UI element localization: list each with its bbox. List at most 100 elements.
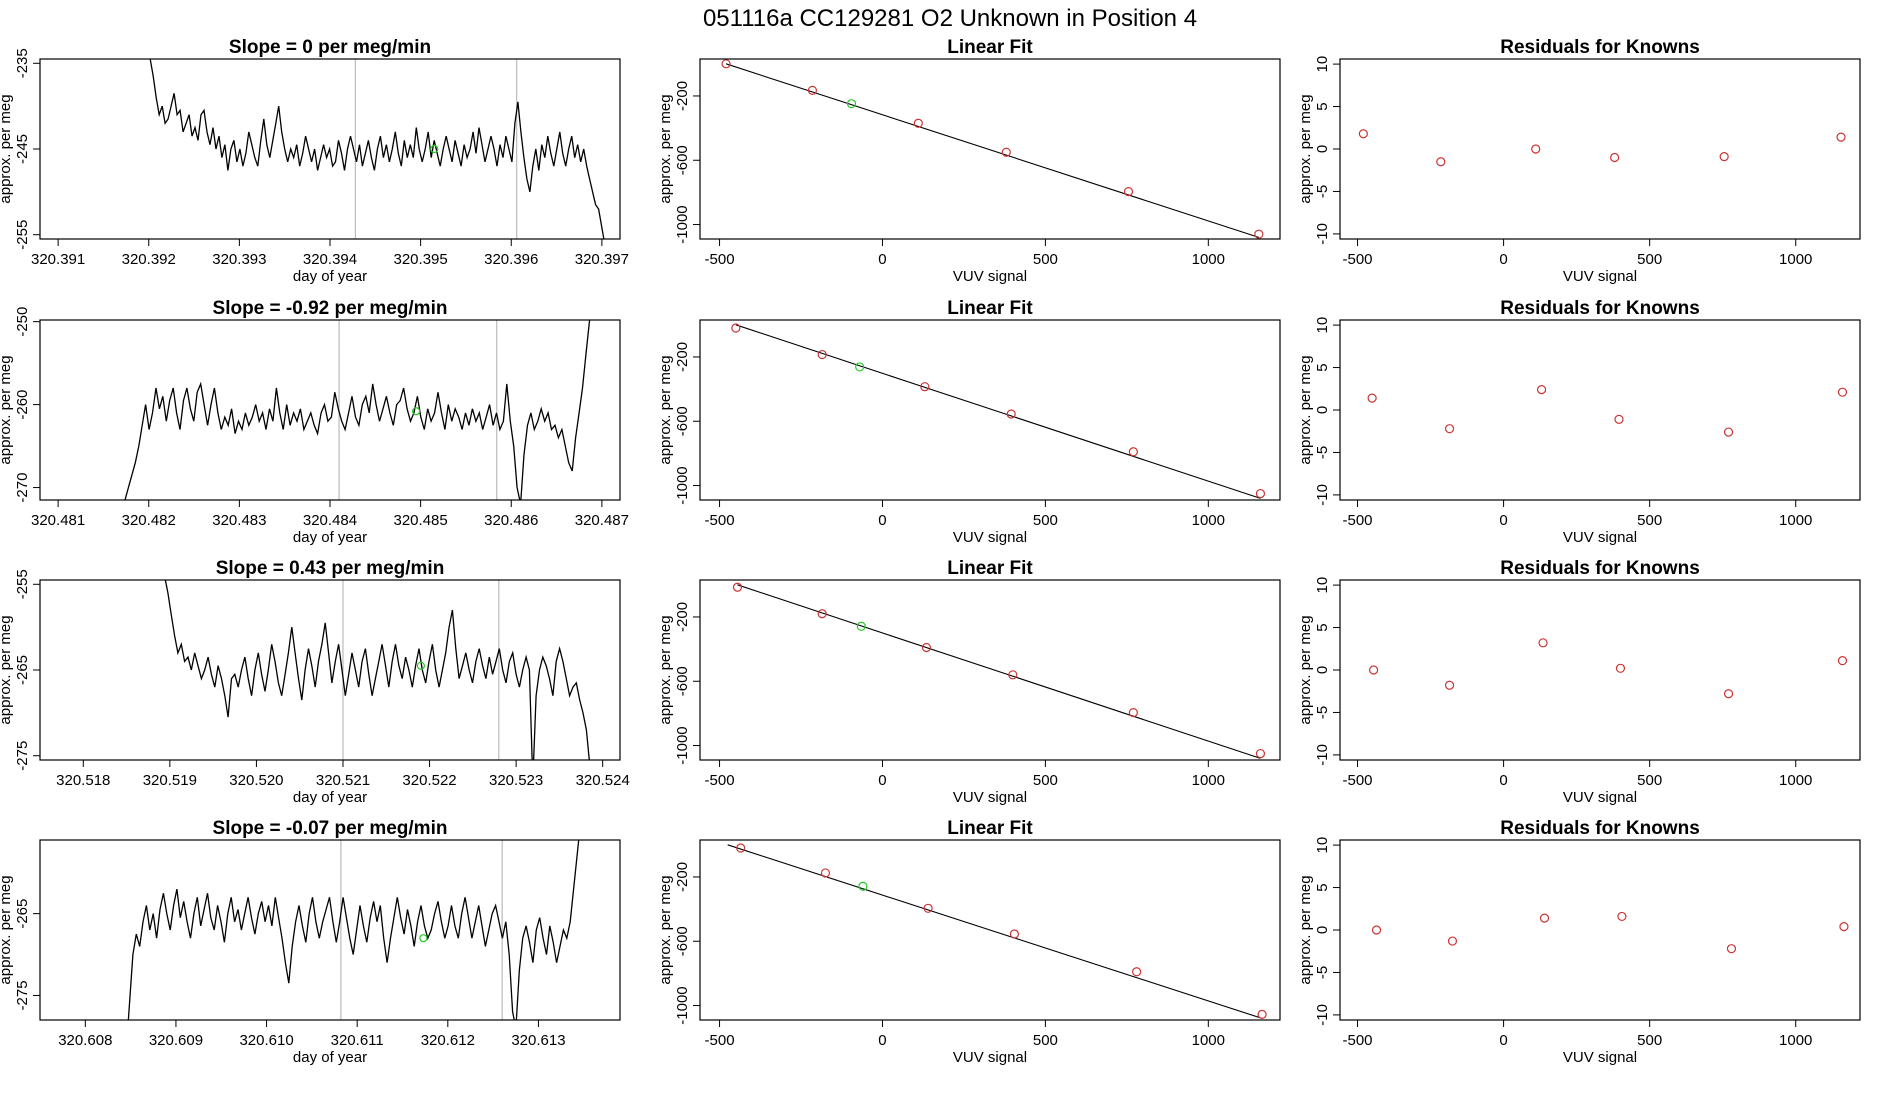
plot-area <box>127 840 580 1020</box>
plot-frame <box>699 319 1281 501</box>
x-axis-label: day of year <box>293 1049 367 1066</box>
panel-title: Slope = 0.43 per meg/min <box>216 558 445 579</box>
unknown-point <box>419 934 428 943</box>
panel-r0-c1: Linear Fit -500 0 500 1000 -200 -600 -1000 VUV s… <box>657 37 1281 285</box>
y-tick-label: -5 <box>1314 185 1331 198</box>
x-tick-label: 1000 <box>1779 512 1812 529</box>
y-tick-label: -200 <box>674 342 691 372</box>
x-tick-label: 0 <box>878 772 886 789</box>
plot-frame <box>1339 319 1861 501</box>
known-point <box>1719 152 1729 162</box>
x-axis-label: VUV signal <box>953 268 1027 285</box>
plot-frame <box>699 579 1281 761</box>
y-tick-label: -600 <box>674 406 691 436</box>
y-tick-label: 10 <box>1314 577 1331 594</box>
fit-line <box>737 584 1261 759</box>
y-tick-label: 5 <box>1314 883 1331 891</box>
known-point <box>1132 967 1142 977</box>
plot-area <box>1358 129 1846 167</box>
x-axis-label: VUV signal <box>953 1049 1027 1066</box>
known-point <box>1009 929 1020 939</box>
x-tick-label: 1000 <box>1192 1032 1225 1049</box>
y-tick-label: -600 <box>674 666 691 696</box>
y-axis-label: approx. per meg <box>657 94 674 203</box>
x-tick-label: 320.483 <box>212 512 266 529</box>
panel-title: Linear Fit <box>947 37 1033 58</box>
known-point <box>1128 707 1138 718</box>
plot-area <box>1368 638 1848 699</box>
y-tick-label: -200 <box>674 862 691 892</box>
known-point <box>1837 387 1848 397</box>
x-tick-label: 320.486 <box>484 512 538 529</box>
panel-r3-c0: Slope = -0.07 per meg/min 320.608 320.609 3… <box>0 818 621 1066</box>
known-point <box>1255 488 1266 499</box>
panel-r1-c1: Linear Fit -500 0 500 1000 -200 -600 -1000 VUV s… <box>657 298 1281 546</box>
panel-title: Residuals for Knowns <box>1500 818 1700 839</box>
known-point <box>1726 944 1737 954</box>
panel-title: Residuals for Knowns <box>1500 37 1700 58</box>
panel-r2-c2: Residuals for Knowns -500 0 500 1000 10 5 0 -5 -1… <box>1297 558 1861 806</box>
x-tick-label: 320.609 <box>149 1032 203 1049</box>
known-point <box>1615 663 1626 673</box>
unknown-point <box>855 362 865 372</box>
known-point <box>1358 129 1368 139</box>
panel-title: Slope = 0 per meg/min <box>229 37 431 58</box>
known-point <box>731 323 741 333</box>
y-tick-label: -260 <box>14 390 31 420</box>
unknown-point <box>856 621 866 631</box>
plot-frame <box>1339 58 1861 240</box>
known-point <box>1839 922 1849 932</box>
x-tick-label: 320.519 <box>143 772 197 789</box>
plot-frame <box>699 58 1281 240</box>
x-tick-label: 500 <box>1033 772 1058 789</box>
plot-area <box>731 323 1266 499</box>
y-tick-label: -200 <box>674 602 691 632</box>
y-tick-label: -1000 <box>674 986 691 1024</box>
y-axis-label: approx. per meg <box>0 615 14 724</box>
x-tick-label: 320.520 <box>229 772 283 789</box>
known-point <box>1836 132 1846 142</box>
known-point <box>732 582 743 592</box>
x-tick-label: -500 <box>1343 251 1373 268</box>
unknown-point <box>430 144 439 154</box>
known-point <box>1001 147 1011 157</box>
panel-r2-c0: Slope = 0.43 per meg/min 320.518 320.519 32… <box>0 558 630 806</box>
x-tick-label: 500 <box>1637 512 1662 529</box>
known-point <box>1008 670 1018 680</box>
x-tick-label: -500 <box>705 251 735 268</box>
y-axis-label: approx. per meg <box>0 355 14 464</box>
plot-frame <box>39 839 621 1021</box>
series-line <box>149 59 605 239</box>
known-point <box>1128 447 1138 457</box>
known-point <box>1257 1009 1267 1019</box>
y-tick-label: 10 <box>1314 56 1331 73</box>
known-point <box>807 85 818 95</box>
known-point <box>1006 409 1016 419</box>
x-tick-label: 320.610 <box>239 1032 293 1049</box>
known-point <box>921 642 932 653</box>
x-tick-label: 500 <box>1033 251 1058 268</box>
known-point <box>1255 748 1266 759</box>
x-tick-label: 320.611 <box>331 1032 384 1049</box>
known-point <box>1837 656 1848 666</box>
y-tick-label: 0 <box>1314 666 1331 674</box>
known-point <box>1723 427 1734 437</box>
known-point <box>1436 157 1446 167</box>
x-tick-label: 500 <box>1033 1032 1058 1049</box>
plot-area <box>721 59 1264 239</box>
x-tick-label: -500 <box>705 512 735 529</box>
x-tick-label: 320.521 <box>316 772 370 789</box>
y-tick-label: -10 <box>1314 484 1331 506</box>
plot-frame <box>39 319 621 501</box>
plot-frame <box>39 579 621 761</box>
x-axis-label: VUV signal <box>1563 1049 1637 1066</box>
x-tick-label: 1000 <box>1192 251 1225 268</box>
x-tick-label: 320.392 <box>122 251 176 268</box>
panel-r1-c0: Slope = -0.92 per meg/min 320.481 320.482 3… <box>0 298 629 546</box>
known-point <box>1123 186 1134 197</box>
y-tick-label: -5 <box>1314 966 1331 979</box>
series-line <box>164 580 590 760</box>
x-tick-label: 320.481 <box>31 512 85 529</box>
plot-area <box>727 843 1267 1019</box>
